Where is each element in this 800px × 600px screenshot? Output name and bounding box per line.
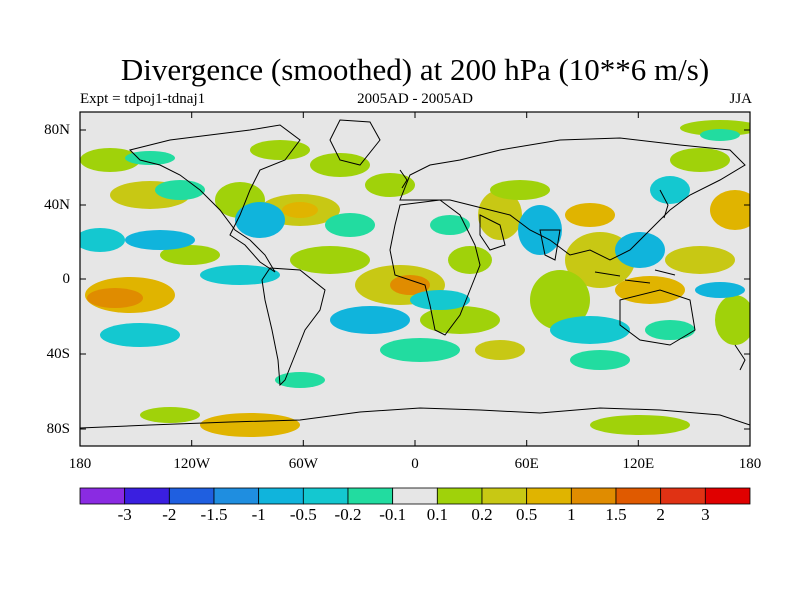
- colorbar-tick-label: -0.2: [334, 505, 362, 524]
- colorbar-swatch: [570, 487, 617, 505]
- lon-label-120e: 120E: [622, 456, 655, 472]
- lon-label-0: 0: [411, 456, 419, 472]
- colorbar-swatch: [258, 487, 304, 505]
- colorbar-tick-label: 1: [567, 505, 576, 524]
- colorbar-swatch: [392, 487, 438, 505]
- lat-label-80n: 80N: [44, 122, 70, 138]
- season-label: JJA: [729, 91, 752, 107]
- negative-anomalies: [80, 129, 745, 388]
- colorbar-swatch: [347, 487, 394, 505]
- colorbar-tick-label: 0.5: [516, 505, 538, 524]
- colorbar-swatch: [660, 487, 706, 505]
- lat-label-80s: 80S: [46, 421, 70, 437]
- colorbar-swatch: [526, 487, 572, 505]
- positive-anomalies: [80, 120, 750, 437]
- colorbar-swatch: [213, 487, 260, 505]
- divergence-field: [80, 120, 750, 437]
- colorbar-swatch: [704, 487, 751, 505]
- period-label: 2005AD - 2005AD: [357, 91, 473, 107]
- colorbar-tick-label: 0.1: [426, 505, 448, 524]
- colorbar-tick-label: 2: [656, 505, 665, 524]
- colorbar: [79, 487, 751, 505]
- lat-label-0: 0: [62, 271, 71, 287]
- colorbar-swatch: [436, 487, 483, 505]
- lon-label-180w: 180: [68, 456, 92, 472]
- lon-label-180e: 180: [738, 456, 762, 472]
- colorbar-tick-label: 0.2: [471, 505, 493, 524]
- colorbar-tick-label: -3: [117, 505, 132, 524]
- experiment-label: Expt = tdpoj1-tdnaj1: [80, 91, 206, 107]
- lat-label-40n: 40N: [44, 197, 70, 213]
- colorbar-tick-label: -1.5: [200, 505, 228, 524]
- colorbar-tick-label: -1: [251, 505, 266, 524]
- colorbar-swatch: [124, 487, 170, 505]
- lat-label-40s: 40S: [46, 346, 70, 362]
- colorbar-swatch: [615, 487, 662, 505]
- colorbar-swatch: [168, 487, 215, 505]
- colorbar-tick-label: -0.5: [289, 505, 317, 524]
- colorbar-tick-label: -0.1: [379, 505, 407, 524]
- axis-ticks: [80, 112, 750, 446]
- colorbar-tick-label: -2: [162, 505, 177, 524]
- colorbar-swatch: [79, 487, 126, 505]
- colorbar-tick-label: 3: [701, 505, 710, 524]
- lon-label-120w: 120W: [173, 456, 211, 472]
- lon-label-60w: 60W: [288, 456, 318, 472]
- colorbar-tick-label: 1.5: [605, 505, 627, 524]
- colorbar-swatch: [302, 487, 349, 505]
- coastlines: [80, 119, 750, 429]
- map-title: Divergence (smoothed) at 200 hPa (10**6 …: [120, 52, 710, 87]
- lon-label-60e: 60E: [514, 456, 539, 472]
- colorbar-swatch: [481, 487, 528, 505]
